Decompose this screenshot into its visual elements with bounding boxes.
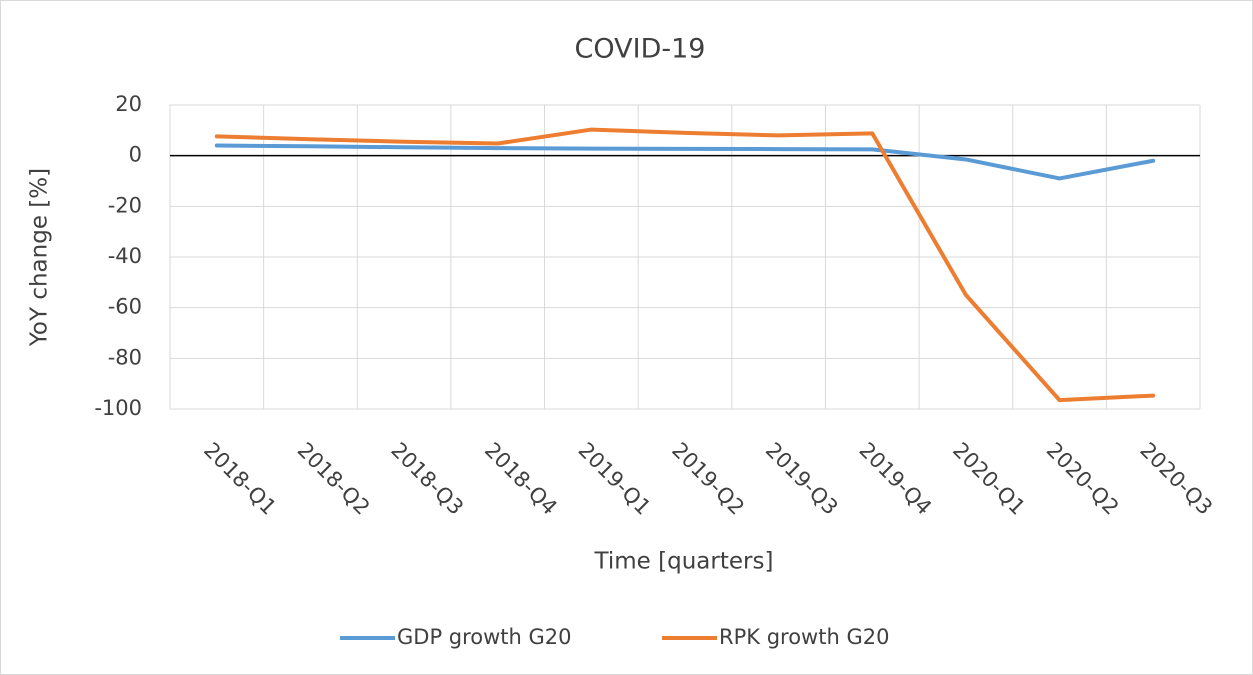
y-tick-label: -20 — [108, 193, 142, 217]
series-line — [214, 127, 1156, 403]
series-line — [214, 143, 1156, 181]
legend-label: RPK growth G20 — [719, 625, 889, 649]
legend-label: GDP growth G20 — [397, 625, 572, 649]
y-axis-label: YoY change [%] — [27, 168, 53, 347]
y-tick-label: -100 — [94, 396, 142, 420]
y-tick-label: 20 — [115, 92, 142, 116]
y-tick-label: -80 — [108, 345, 142, 369]
y-tick-label: -60 — [108, 295, 142, 319]
y-tick-label: 0 — [129, 143, 142, 167]
y-tick-label: -40 — [108, 244, 142, 268]
chart-title: COVID-19 — [575, 34, 706, 65]
x-axis-label: Time [quarters] — [594, 549, 774, 575]
